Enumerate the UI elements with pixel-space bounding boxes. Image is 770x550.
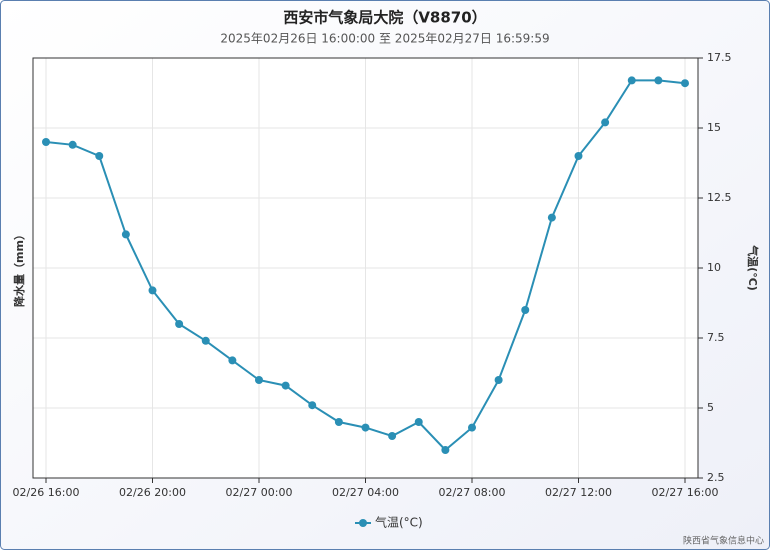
point <box>468 423 476 432</box>
point <box>601 118 610 127</box>
x-tick-label: 02/27 16:00 <box>652 486 719 499</box>
x-tick-label: 02/27 04:00 <box>332 486 399 499</box>
x-tick-label: 02/26 20:00 <box>119 486 186 499</box>
y2-tick-label: 12.5 <box>707 191 732 204</box>
point <box>281 381 290 390</box>
y-left-label: 降水量（mm） <box>12 229 26 307</box>
point <box>121 230 130 239</box>
point <box>255 376 263 384</box>
point <box>201 336 210 345</box>
y2-tick-label: 2.5 <box>707 471 725 484</box>
plot-border <box>32 57 699 479</box>
point <box>521 306 530 314</box>
point <box>334 418 343 426</box>
y2-tick-label: 7.5 <box>707 331 725 344</box>
point <box>547 213 556 222</box>
chart-subtitle: 2025年02月26日 16:00:00 至 2025年02月27日 16:59… <box>220 32 549 46</box>
credit: 陕西省气象信息中心 <box>683 535 764 547</box>
x-tick-label: 02/27 12:00 <box>545 486 612 499</box>
point <box>494 376 503 384</box>
x-tick-label: 02/27 08:00 <box>439 486 506 499</box>
point <box>681 79 689 88</box>
legend-label: 气温(°C) <box>375 515 423 530</box>
point <box>441 446 450 454</box>
point <box>574 152 583 160</box>
legend-marker <box>359 519 367 527</box>
chart-title: 西安市气象局大院（V8870） <box>283 9 486 27</box>
point <box>654 76 663 85</box>
y2-tick-label: 5 <box>707 401 714 414</box>
point <box>361 423 370 432</box>
x-tick-label: 02/26 16:00 <box>13 486 80 499</box>
y2-label: 气温(°C) <box>746 244 760 291</box>
point <box>42 138 50 146</box>
x-tick-label: 02/27 00:00 <box>226 486 293 499</box>
point <box>228 356 237 365</box>
point <box>95 152 104 160</box>
point <box>175 320 184 328</box>
point <box>388 432 397 440</box>
point <box>627 76 636 85</box>
y2-tick-label: 17.5 <box>707 51 732 64</box>
y2-tick-label: 10 <box>707 261 721 274</box>
point <box>414 418 423 426</box>
point <box>148 286 157 295</box>
point <box>308 401 317 410</box>
point <box>68 140 77 149</box>
y2-tick-label: 15 <box>707 121 721 134</box>
